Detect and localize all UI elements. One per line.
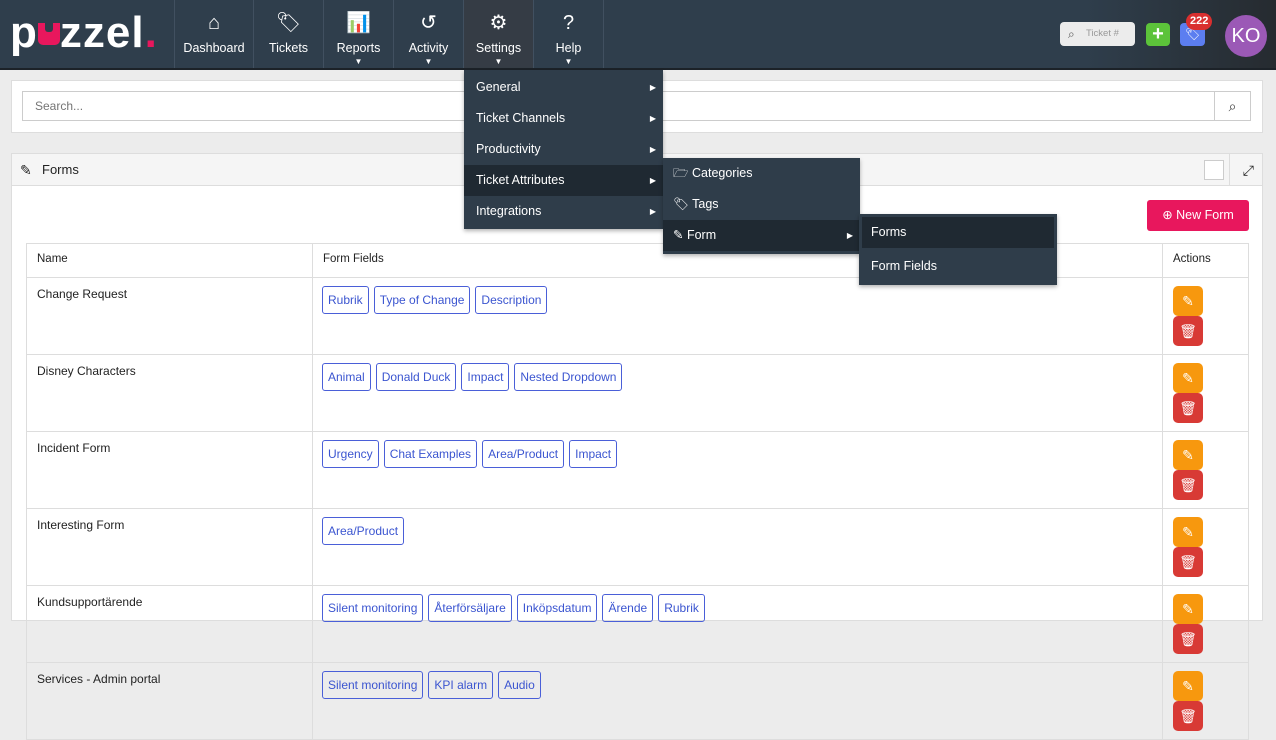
menu-item-form-fields[interactable]: Form Fields: [871, 259, 937, 273]
table-row: Services - Admin portal Silent monitoring…: [26, 662, 1249, 740]
menu-item-ticket-attributes[interactable]: Ticket Attributes ▶: [464, 165, 663, 196]
caret-right-icon: ▶: [649, 176, 656, 185]
ticket-number-search[interactable]: ⌕ Ticket #: [1060, 22, 1135, 46]
form-field-chip[interactable]: Impact: [461, 363, 510, 391]
form-name: Change Request: [26, 277, 313, 355]
caret-down-icon: ▼: [494, 57, 503, 66]
form-field-chip[interactable]: Area/Product: [482, 440, 565, 468]
edit-button[interactable]: ✎: [1173, 440, 1203, 470]
form-field-chip[interactable]: Animal: [322, 363, 371, 391]
forms-table: Name Form Fields Actions Change Request R…: [26, 243, 1249, 740]
history-icon: ↺: [420, 12, 437, 34]
caret-right-icon: ▶: [649, 114, 656, 123]
form-field-chip[interactable]: Silent monitoring: [322, 671, 424, 699]
form-name: Kundsupportärende: [26, 585, 313, 663]
form-field-chip[interactable]: Inköpsdatum: [516, 594, 598, 622]
menu-item-form[interactable]: ✎ Form ▶: [663, 220, 860, 251]
tag-icon: 🏷: [673, 197, 689, 211]
edit-button[interactable]: ✎: [1173, 286, 1203, 316]
form-field-chip[interactable]: Description: [475, 286, 548, 314]
table-row: Disney Characters Animal Donald Duck Impact…: [26, 354, 1249, 432]
form-field-chip[interactable]: Audio: [498, 671, 541, 699]
edit-button[interactable]: ✎: [1173, 594, 1203, 624]
form-name: Disney Characters: [26, 354, 313, 432]
edit-button[interactable]: ✎: [1173, 517, 1203, 547]
puzzel-logo[interactable]: p zzel.: [10, 8, 158, 57]
form-field-chip[interactable]: Silent monitoring: [322, 594, 424, 622]
notification-badge: 222: [1186, 13, 1213, 30]
caret-right-icon: ▶: [846, 231, 853, 240]
delete-button[interactable]: 🗑: [1173, 470, 1203, 500]
folder-open-icon: 🗁: [673, 166, 689, 180]
top-navbar: p zzel. ⌂ Dashboard 🏷 Tickets 📊 Reports ▼ ↺ Activ…: [0, 0, 1276, 70]
delete-button[interactable]: 🗑: [1173, 547, 1203, 577]
table-row: Incident Form Urgency Chat Examples Area/Pr…: [26, 431, 1249, 509]
form-submenu: Forms Form Fields: [859, 214, 1057, 285]
nav-activity[interactable]: ↺ Activity ▼: [393, 0, 463, 68]
ticket-attributes-submenu: 🗁 Categories 🏷 Tags ✎ Form ▶: [663, 158, 860, 254]
expand-icon[interactable]: ⤢: [1242, 162, 1254, 178]
delete-button[interactable]: 🗑: [1173, 316, 1203, 346]
form-field-chip[interactable]: Ärende: [602, 594, 654, 622]
form-field-chip[interactable]: Rubrik: [322, 286, 369, 314]
form-field-chip[interactable]: Impact: [569, 440, 618, 468]
nav-dashboard[interactable]: ⌂ Dashboard: [174, 0, 253, 68]
delete-button[interactable]: 🗑: [1173, 624, 1203, 654]
caret-down-icon: ▼: [354, 57, 363, 66]
menu-item-general[interactable]: General ▶: [464, 72, 663, 103]
home-icon: ⌂: [207, 12, 221, 34]
table-row: Kundsupportärende Silent monitoring Återfö…: [26, 585, 1249, 663]
menu-item-tags[interactable]: 🏷 Tags: [673, 197, 719, 211]
edit-form-icon: ✎: [20, 162, 32, 178]
caret-right-icon: ▶: [649, 83, 656, 92]
search-button[interactable]: ⌕: [1214, 91, 1251, 121]
bar-chart-icon: 📊: [346, 12, 371, 34]
nav-reports[interactable]: 📊 Reports ▼: [323, 0, 393, 68]
panel-title: Forms: [42, 162, 79, 177]
form-field-chip[interactable]: Donald Duck: [375, 363, 457, 391]
add-button[interactable]: +: [1146, 23, 1170, 46]
edit-form-icon: ✎: [673, 228, 684, 242]
form-field-chip[interactable]: Chat Examples: [383, 440, 478, 468]
menu-item-ticket-channels[interactable]: Ticket Channels ▶: [464, 103, 663, 134]
caret-down-icon: ▼: [564, 57, 573, 66]
caret-right-icon: ▶: [649, 207, 656, 216]
caret-down-icon: ▼: [424, 57, 433, 66]
table-row: Interesting Form Area/Product ✎🗑: [26, 508, 1249, 586]
caret-right-icon: ▶: [649, 145, 656, 154]
nav-tickets[interactable]: 🏷 Tickets: [253, 0, 323, 68]
edit-button[interactable]: ✎: [1173, 671, 1203, 701]
form-field-chip[interactable]: Type of Change: [373, 286, 471, 314]
column-header-name[interactable]: Name: [26, 243, 313, 278]
delete-button[interactable]: 🗑: [1173, 701, 1203, 731]
form-name: Interesting Form: [26, 508, 313, 586]
search-icon: ⌕: [1068, 27, 1075, 41]
form-field-chip[interactable]: KPI alarm: [428, 671, 494, 699]
new-form-button[interactable]: ⊕ New Form: [1147, 200, 1249, 231]
edit-button[interactable]: ✎: [1173, 363, 1203, 393]
menu-item-forms[interactable]: Forms: [862, 217, 1054, 248]
toggle-checkbox[interactable]: [1204, 160, 1224, 180]
menu-item-productivity[interactable]: Productivity ▶: [464, 134, 663, 165]
menu-item-integrations[interactable]: Integrations ▶: [464, 196, 663, 227]
form-field-chip[interactable]: Area/Product: [322, 517, 405, 545]
tags-icon: 🏷: [275, 12, 302, 34]
column-header-actions: Actions: [1162, 243, 1249, 278]
table-row: Change Request Rubrik Type of Change Descri…: [26, 277, 1249, 355]
gear-icon: ⚙: [489, 12, 508, 34]
menu-item-categories[interactable]: 🗁 Categories: [673, 166, 753, 180]
form-field-chip[interactable]: Urgency: [322, 440, 379, 468]
question-circle-icon: ?: [562, 12, 575, 34]
form-name: Incident Form: [26, 431, 313, 509]
form-field-chip[interactable]: Återförsäljare: [428, 594, 512, 622]
settings-dropdown: General ▶ Ticket Channels ▶ Productivity ▶ Tic…: [464, 70, 663, 229]
form-field-chip[interactable]: Rubrik: [658, 594, 705, 622]
form-name: Services - Admin portal: [26, 662, 313, 740]
nav-settings[interactable]: ⚙ Settings ▼: [463, 0, 533, 68]
delete-button[interactable]: 🗑: [1173, 393, 1203, 423]
avatar[interactable]: KO: [1225, 15, 1267, 57]
form-field-chip[interactable]: Nested Dropdown: [514, 363, 623, 391]
nav-help[interactable]: ? Help ▼: [533, 0, 603, 68]
